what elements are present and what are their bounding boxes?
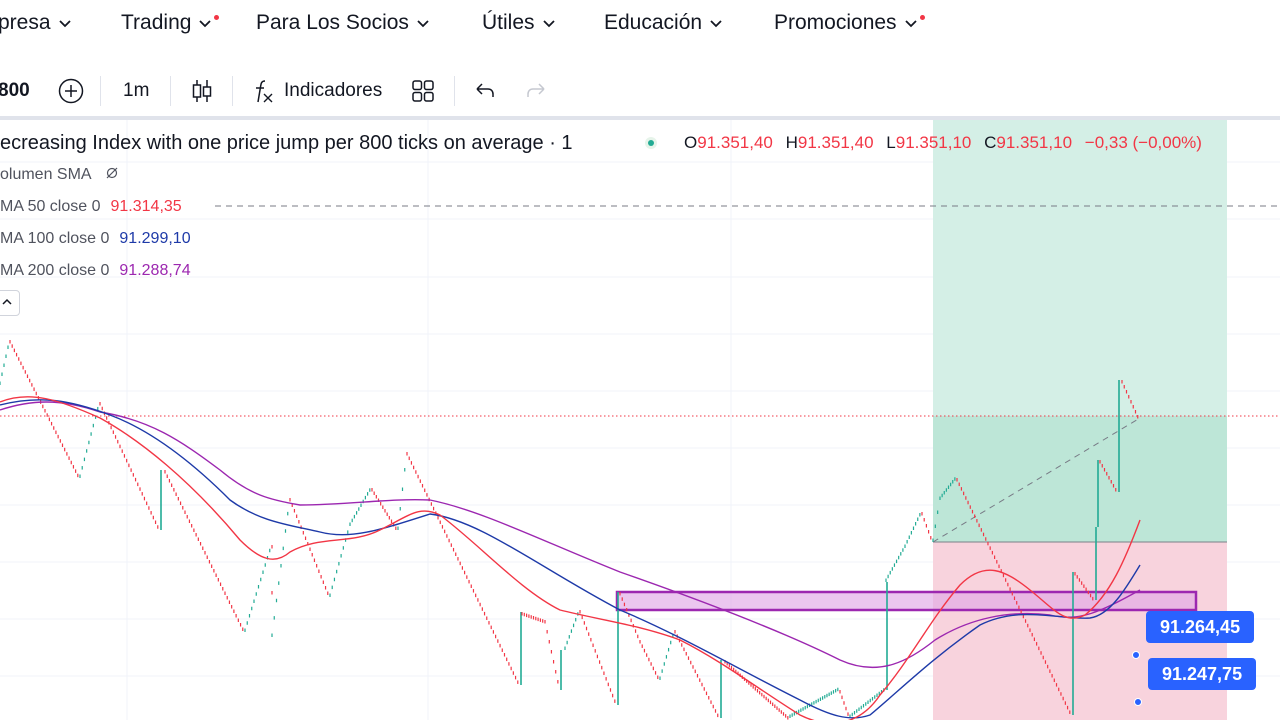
- indicators-label: Indicadores: [284, 80, 383, 101]
- low-label: L: [886, 133, 896, 152]
- position-diagonal-line: [932, 417, 1141, 543]
- chevron-down-icon: [904, 20, 917, 28]
- grid-icon: [412, 80, 434, 102]
- toolbar-divider: [454, 76, 455, 106]
- open-value: 91.351,40: [697, 133, 773, 152]
- indicator-ma200[interactable]: MA 200 close 0 91.288,74: [0, 262, 191, 280]
- open-label: O: [684, 133, 698, 152]
- top-navigation: presa Trading Para Los Socios Útiles Edu…: [0, 0, 1280, 46]
- indicator-label: MA 100 close 0: [0, 230, 110, 247]
- indicators-button[interactable]: Indicadores: [252, 74, 382, 108]
- chevron-down-icon: [417, 20, 429, 28]
- indicator-volume-sma[interactable]: olumen SMA: [0, 166, 119, 184]
- change-value: −0,33 (−0,00%): [1084, 133, 1202, 152]
- close-label: C: [984, 133, 997, 152]
- notification-dot: [214, 14, 220, 20]
- price-tag-lower[interactable]: 91.247,75: [1134, 658, 1257, 706]
- chevron-down-icon: [199, 20, 212, 28]
- indicator-value: 91.288,74: [119, 262, 191, 279]
- interval-button[interactable]: 1m: [123, 74, 149, 108]
- price-tag-upper[interactable]: 91.264,45: [1132, 611, 1255, 659]
- indicator-ma100[interactable]: MA 100 close 0 91.299,10: [0, 230, 191, 248]
- high-value: 91.351,40: [797, 133, 874, 152]
- undo-icon: [476, 83, 494, 97]
- price-tag-value: 91.247,75: [1162, 664, 1243, 684]
- toolbar-divider: [232, 76, 233, 106]
- plus-circle-icon: [58, 78, 84, 104]
- notification-dot: [919, 14, 925, 20]
- indicator-label: MA 200 close 0: [0, 262, 110, 279]
- redo-icon: [527, 83, 545, 97]
- nav-label: presa: [0, 11, 51, 34]
- chevron-down-icon: [542, 20, 555, 28]
- profit-zone-filled: [933, 416, 1227, 542]
- ma100-line[interactable]: [0, 399, 1141, 719]
- layouts-button[interactable]: [411, 78, 435, 104]
- market-status-dot[interactable]: [645, 137, 657, 149]
- chevron-down-icon: [58, 20, 71, 28]
- price-bars: [0, 340, 1139, 720]
- eye-off-icon[interactable]: [105, 166, 119, 180]
- nav-item-utiles[interactable]: Útiles: [482, 9, 556, 37]
- candles-icon: [192, 80, 212, 102]
- ohlc-values: O91.351,40 H91.351,40 L91.351,10 C91.351…: [684, 133, 1210, 153]
- symbol-legend-title[interactable]: ecreasing Index with one price jump per …: [0, 132, 573, 154]
- nav-label: Para Los Socios: [256, 11, 409, 34]
- nav-label: Educación: [604, 11, 703, 34]
- compare-symbol-button[interactable]: [57, 76, 85, 106]
- chevron-down-icon: [710, 20, 722, 28]
- ma50-line[interactable]: [0, 396, 1141, 720]
- fx-icon: [256, 80, 273, 103]
- anchor-point[interactable]: [1132, 651, 1140, 659]
- indicator-label: olumen SMA: [0, 166, 91, 183]
- redo-button[interactable]: [525, 78, 549, 104]
- rectangle-drawing[interactable]: [615, 590, 1198, 612]
- symbol-label: 800: [0, 80, 30, 101]
- price-chart[interactable]: [0, 120, 1280, 720]
- nav-label: Trading: [121, 11, 192, 34]
- toolbar-divider: [170, 76, 171, 106]
- chart-type-button[interactable]: [189, 76, 215, 106]
- indicator-value: 91.299,10: [119, 230, 191, 247]
- nav-item-empresa[interactable]: presa: [0, 9, 72, 37]
- low-value: 91.351,10: [895, 133, 972, 152]
- interval-label: 1m: [123, 80, 150, 101]
- nav-item-promociones[interactable]: Promociones: [774, 9, 925, 37]
- indicator-label: MA 50 close 0: [0, 198, 101, 215]
- price-tag-value: 91.264,45: [1160, 617, 1241, 637]
- chevron-up-icon: [2, 298, 12, 305]
- legend-collapse-button[interactable]: [0, 290, 20, 316]
- close-value: 91.351,10: [996, 133, 1073, 152]
- nav-item-educacion[interactable]: Educación: [604, 9, 723, 37]
- indicator-ma50[interactable]: MA 50 close 0 91.314,35: [0, 198, 182, 216]
- nav-label: Útiles: [482, 11, 535, 34]
- ma200-line[interactable]: [0, 401, 1141, 669]
- anchor-point[interactable]: [1134, 698, 1142, 706]
- symbol-search-button[interactable]: 800: [0, 74, 30, 108]
- nav-item-trading[interactable]: Trading: [121, 9, 220, 37]
- indicator-value: 91.314,35: [110, 198, 182, 215]
- high-label: H: [785, 133, 798, 152]
- nav-item-para-los-socios[interactable]: Para Los Socios: [256, 9, 430, 37]
- nav-label: Promociones: [774, 11, 897, 34]
- toolbar-divider: [100, 76, 101, 106]
- header-border: [0, 116, 1280, 120]
- undo-button[interactable]: [474, 78, 498, 104]
